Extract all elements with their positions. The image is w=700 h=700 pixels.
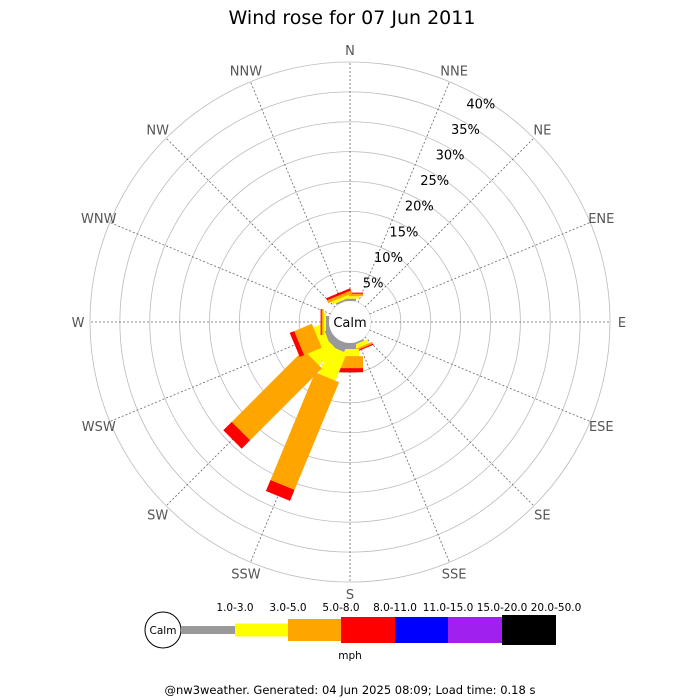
legend-swatch-1 [235, 623, 288, 637]
petal-nnw-bin-1 [331, 294, 350, 305]
direction-label-ne: NE [533, 124, 551, 139]
direction-label-nw: NW [146, 124, 169, 139]
direction-label-e: E [618, 316, 626, 331]
petal-sw-bin-2 [231, 350, 322, 441]
percent-label: 20% [405, 200, 434, 215]
legend-swatch-2 [288, 619, 341, 641]
petal-sw-bin-3 [223, 421, 251, 449]
percent-label: 5% [363, 277, 384, 292]
petal-w-bin-2 [321, 309, 324, 335]
petal-ssw-bin-1 [318, 346, 347, 381]
legend-bin-label: 3.0-5.0 [269, 602, 306, 614]
direction-label-nnw: NNW [230, 65, 262, 80]
direction-label-n: N [345, 44, 355, 59]
calm-label: Calm [333, 316, 366, 331]
petal-nnw-bin-3 [326, 288, 351, 301]
legend-bin-label: 8.0-11.0 [373, 602, 417, 614]
petal-w-bin-3 [320, 309, 322, 335]
direction-label-se: SE [534, 508, 550, 523]
legend-bin-label: 11.0-15.0 [423, 602, 474, 614]
wind-petals [223, 288, 374, 501]
percent-label: 30% [436, 148, 465, 163]
legend-bin-label: 15.0-20.0 [477, 602, 528, 614]
grid-circle [268, 240, 432, 404]
petal-wsw-bin-2 [294, 323, 322, 356]
direction-label-s: S [346, 588, 354, 603]
petal-w-bin-0 [326, 316, 329, 328]
percent-label: 25% [420, 174, 449, 189]
calm-center: Calm [329, 301, 371, 343]
calm-circle [329, 301, 371, 343]
footer-text: @nw3weather. Generated: 04 Jun 2025 08:0… [165, 683, 536, 697]
direction-label-sse: SSE [442, 567, 467, 582]
legend: Calm 1.0-3.0 3.0-5.0 5.0-8.0 8.0-11.0 11.0-15… [144, 602, 582, 662]
petal-sw-bin-1 [306, 336, 336, 366]
percent-label: 40% [466, 97, 495, 112]
legend-bin-label: 5.0-8.0 [322, 602, 359, 614]
chart-title: Wind rose for 07 Jun 2011 [229, 7, 476, 29]
direction-label-ene: ENE [588, 212, 614, 227]
legend-unit: mph [338, 650, 362, 662]
direction-label-wsw: WSW [82, 420, 116, 435]
legend-swatch-5 [448, 617, 502, 643]
direction-label-nne: NNE [440, 65, 468, 80]
legend-bin-label: 20.0-50.0 [531, 602, 582, 614]
direction-label-ssw: SSW [231, 567, 261, 582]
legend-calm-label: Calm [150, 625, 177, 637]
percent-label: 15% [389, 225, 418, 240]
grid-circle [149, 121, 551, 523]
petal-nnw-bin-0 [335, 298, 348, 305]
legend-bin-label: 1.0-3.0 [216, 602, 253, 614]
legend-swatch-6 [502, 615, 556, 645]
direction-label-w: W [72, 316, 85, 331]
direction-labels: N NNE NE ENE E ESE SE SSE S SSW SW WSW W WNW NW NNW [72, 44, 627, 603]
petal-s-bin-3 [337, 368, 363, 373]
grid-circle [89, 61, 611, 583]
legend-swatch-0 [181, 626, 235, 634]
petal-wsw-bin-3 [289, 331, 305, 357]
petal-w-bin-1 [323, 313, 326, 331]
direction-label-ese: ESE [589, 420, 614, 435]
grid-circle [209, 181, 491, 463]
direction-label-sw: SW [147, 508, 168, 523]
percent-labels: 5% 10% 15% 20% 25% 30% 35% 40% [363, 97, 495, 291]
petal-ssw-bin-2 [270, 372, 340, 490]
legend-swatch-3 [341, 617, 395, 643]
petal-nnw-bin-2 [327, 290, 353, 304]
legend-swatch-4 [395, 617, 448, 643]
petal-ssw-bin-3 [265, 480, 295, 501]
percent-label: 10% [374, 251, 403, 266]
percent-label: 35% [451, 123, 480, 138]
direction-label-wnw: WNW [81, 212, 117, 227]
